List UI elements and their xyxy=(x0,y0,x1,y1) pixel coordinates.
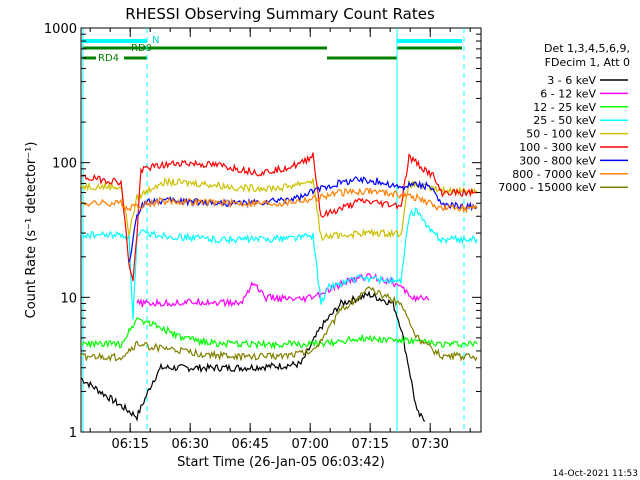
legend-label: 12 - 25 keV xyxy=(533,101,596,114)
legend-label: 3 - 6 keV xyxy=(547,74,596,87)
legend-label: 50 - 100 keV xyxy=(526,128,596,141)
y-tick-label: 100 xyxy=(52,157,77,172)
y-tick-label: 1000 xyxy=(44,22,77,37)
series-line xyxy=(80,207,478,320)
x-tick-label: 06:45 xyxy=(231,437,268,452)
series-layer xyxy=(80,152,478,422)
series-line xyxy=(80,152,478,282)
x-tick-label: 07:00 xyxy=(291,437,328,452)
y-axis-label: Count Rate (s⁻¹ detector⁻¹) xyxy=(24,142,39,319)
x-tick-label: 06:30 xyxy=(171,437,208,452)
legend-header-line: Det 1,3,4,5,6,9, xyxy=(544,42,630,55)
y-tick-label: 10 xyxy=(60,291,77,306)
chart-title: RHESSI Observing Summary Count Rates xyxy=(125,5,435,23)
legend-label: 25 - 50 keV xyxy=(533,114,596,127)
legend-label: 800 - 7000 keV xyxy=(512,168,596,181)
x-tick-label: 07:30 xyxy=(411,437,448,452)
legend-label: 6 - 12 keV xyxy=(540,87,596,100)
series-line xyxy=(80,290,426,422)
legend-header-line: FDecim 1, Att 0 xyxy=(545,56,630,69)
x-tick-label: 07:15 xyxy=(351,437,388,452)
x-tick-label: 06:15 xyxy=(111,437,148,452)
axes-layer: 1 10 100 1000 06:15 06:30 06:45 07:00 07:15 07:30 xyxy=(44,22,481,452)
series-line xyxy=(80,176,478,242)
n-label: N xyxy=(152,35,159,46)
rd4-label: RD4 xyxy=(98,53,119,64)
rd0-label: RD0 xyxy=(131,43,152,54)
series-line xyxy=(80,187,478,214)
series-line xyxy=(128,176,478,263)
footer-timestamp: 14-Oct-2021 11:53 xyxy=(553,469,638,479)
legend-label: 300 - 800 keV xyxy=(519,154,596,167)
legend: Det 1,3,4,5,6,9,FDecim 1, Att 0 3 - 6 keV… xyxy=(498,42,630,194)
series-line xyxy=(80,317,478,350)
plot-frame xyxy=(80,27,482,433)
legend-label: 100 - 300 keV xyxy=(519,141,596,154)
legend-label: 7000 - 15000 keV xyxy=(498,181,596,194)
y-tick-label: 1 xyxy=(69,426,77,441)
series-line xyxy=(80,286,478,362)
annotations: N RD0 RD4 xyxy=(82,28,465,432)
x-axis-label: Start Time (26-Jan-05 06:03:42) xyxy=(177,455,385,470)
